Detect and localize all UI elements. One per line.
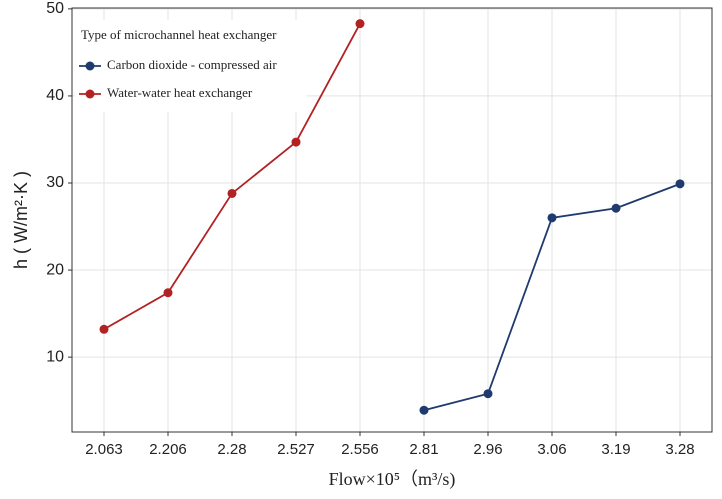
data-point <box>419 405 429 415</box>
y-tick-label: 20 <box>46 261 64 278</box>
legend-label: Water-water heat exchanger <box>107 85 253 100</box>
x-tick-label: 2.527 <box>277 441 315 458</box>
data-point <box>227 188 237 198</box>
x-tick-label: 2.206 <box>149 441 187 458</box>
plot-border <box>71 7 713 433</box>
x-tick-label: 2.28 <box>217 441 246 458</box>
data-point <box>355 19 365 29</box>
data-point <box>99 324 109 334</box>
legend-title: Type of microchannel heat exchanger <box>81 27 277 42</box>
data-point <box>675 179 685 189</box>
y-axis-label: h ( W/m²·K ) <box>11 171 31 269</box>
x-tick-label: 2.063 <box>85 441 123 458</box>
data-point <box>483 389 493 399</box>
x-tick-label: 3.06 <box>537 441 566 458</box>
legend-box <box>75 20 307 112</box>
data-point <box>547 213 557 223</box>
legend-marker <box>85 89 95 99</box>
x-tick-label: 2.556 <box>341 441 379 458</box>
x-tick-label: 3.28 <box>665 441 694 458</box>
legend-marker <box>85 61 95 71</box>
y-tick-label: 40 <box>46 87 64 104</box>
x-tick-label: 2.81 <box>409 441 438 458</box>
legend-label: Carbon dioxide - compressed air <box>107 57 277 72</box>
x-tick-label: 2.96 <box>473 441 502 458</box>
data-point <box>163 288 173 298</box>
data-point <box>291 137 301 147</box>
y-tick-label: 50 <box>46 0 64 17</box>
y-tick-label: 10 <box>46 348 64 365</box>
data-point <box>611 203 621 213</box>
x-axis-label: Flow×10⁵（m³/s) <box>329 469 456 490</box>
x-tick-label: 3.19 <box>601 441 630 458</box>
y-tick-label: 30 <box>46 174 64 191</box>
